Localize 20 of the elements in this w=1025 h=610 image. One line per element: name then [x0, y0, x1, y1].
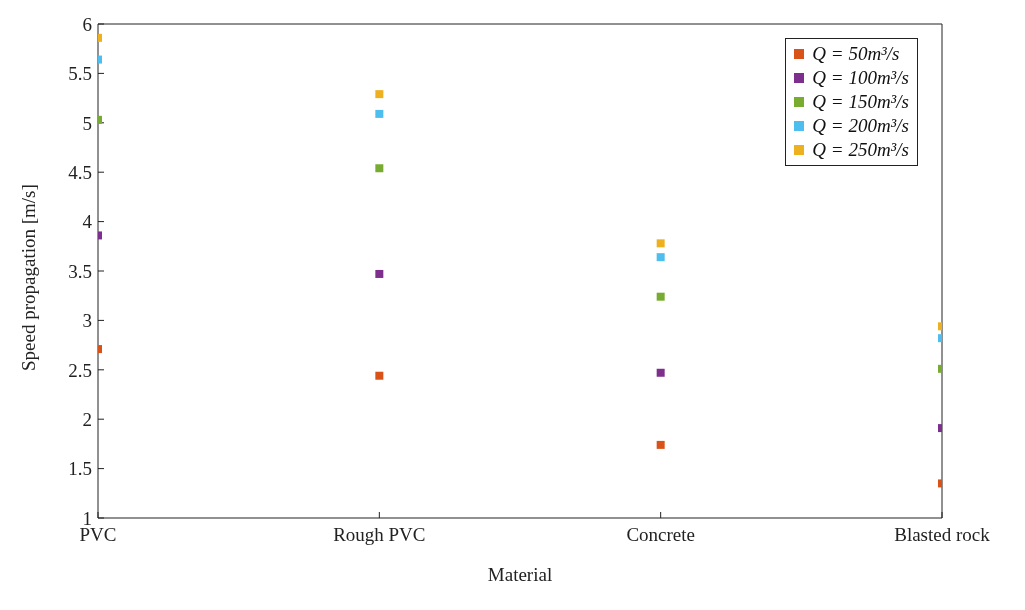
y-tick-label: 3: [82, 310, 92, 332]
legend-label: Q = 250m³/s: [812, 138, 909, 162]
y-tick-label: 5: [82, 112, 92, 134]
y-tick-label: 5.5: [68, 63, 92, 85]
legend-label: Q = 150m³/s: [812, 90, 909, 114]
y-tick-label: 4: [82, 211, 93, 233]
legend-label: Q = 50m³/s: [812, 42, 900, 66]
y-tick-label: 2: [82, 408, 92, 430]
y-tick-label: 3.5: [68, 260, 92, 282]
y-tick-label: 6: [82, 13, 92, 35]
y-tick-label: 1.5: [68, 458, 92, 480]
y-tick-label: 2.5: [68, 359, 92, 381]
y-axis-title: Speed propagation [m/s]: [17, 184, 39, 371]
x-tick-label: Blasted rock: [894, 524, 991, 546]
x-axis-title: Material: [487, 564, 553, 585]
x-tick-label: Rough PVC: [333, 524, 426, 546]
x-tick-label: Concrete: [626, 524, 695, 546]
legend-label: Q = 100m³/s: [812, 66, 909, 90]
legend-label: Q = 200m³/s: [812, 114, 909, 138]
y-tick-label: 4.5: [68, 161, 92, 183]
